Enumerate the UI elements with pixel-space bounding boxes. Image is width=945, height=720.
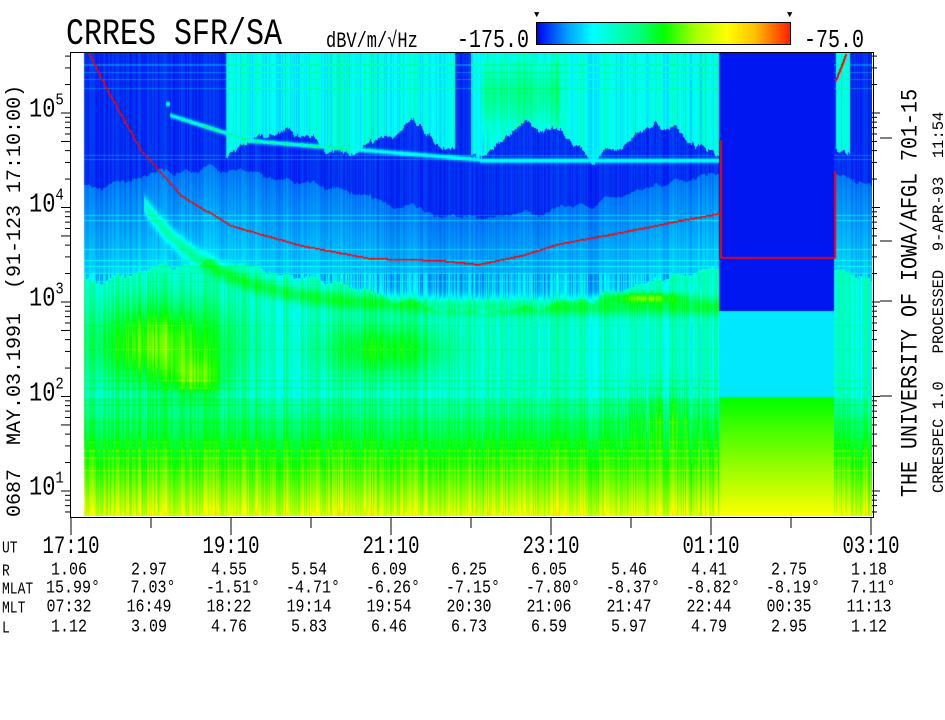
- ephemeris-row-label-ut: UT: [2, 538, 18, 558]
- ephemeris-mlt-value: 19:14: [286, 597, 332, 618]
- x-tick-label: 03:10: [842, 532, 900, 561]
- ephemeris-l-value: 5.83: [290, 617, 328, 638]
- ephemeris-r-value: 6.05: [530, 560, 568, 581]
- ephemeris-l-value: 3.09: [130, 617, 168, 638]
- ephemeris-mlat-value: 7.11°: [850, 578, 896, 599]
- ephemeris-mlt-value: 07:32: [46, 597, 92, 618]
- plot-frame: [70, 52, 874, 518]
- ephemeris-mlt-value: 19:54: [366, 597, 412, 618]
- colorbar-units: dBV/m/√Hz: [326, 30, 418, 55]
- ephemeris-mlat-value: -1.51°: [205, 578, 261, 599]
- ephemeris-l-value: 6.59: [530, 617, 568, 638]
- ephemeris-mlt-value: 16:49: [126, 597, 172, 618]
- ephemeris-r-value: 5.54: [290, 560, 328, 581]
- orbit-date-label: 0687 MAY.03.1991 (91-123 17:10:00): [4, 84, 27, 517]
- ephemeris-r-value: 1.06: [50, 560, 88, 581]
- spectrogram: [71, 53, 872, 516]
- ephemeris-mlt-value: 20:30: [446, 597, 492, 618]
- y-tick-label: 103: [29, 280, 64, 314]
- y-tick-exponent: 5: [55, 91, 64, 111]
- ephemeris-r-value: 6.09: [370, 560, 408, 581]
- plot-title: CRRES SFR/SA: [66, 14, 283, 57]
- processing-label: CRRESPEC 1.0 PROCESSED 9-APR-93 11:54: [930, 111, 945, 493]
- y-tick-label: 104: [29, 186, 64, 220]
- ephemeris-l-value: 5.97: [610, 617, 648, 638]
- ephemeris-l-value: 1.12: [850, 617, 888, 638]
- colorbar-max-marker: ▼: [787, 10, 793, 20]
- ephemeris-mlt-value: 00:35: [766, 597, 812, 618]
- y-tick-exponent: 4: [55, 185, 64, 205]
- ephemeris-row-label-mlat: MLAT: [2, 579, 34, 599]
- institution-label: THE UNIVERSITY OF IOWA/AFGL 701-15: [898, 88, 925, 497]
- x-tick-label: 21:10: [362, 532, 420, 561]
- y-tick-exponent: 1: [55, 469, 64, 489]
- ephemeris-mlat-value: -8.82°: [685, 578, 741, 599]
- x-tick-label: 23:10: [522, 532, 580, 561]
- ephemeris-mlt-value: 11:13: [846, 597, 892, 618]
- ephemeris-l-value: 6.73: [450, 617, 488, 638]
- ephemeris-r-value: 1.18: [850, 560, 888, 581]
- y-tick-base: 10: [29, 94, 56, 125]
- ephemeris-row-label-l: L: [2, 618, 10, 638]
- colorbar-max-label: -75.0: [804, 26, 865, 56]
- x-tick-label: 01:10: [682, 532, 740, 561]
- ephemeris-l-value: 1.12: [50, 617, 88, 638]
- ephemeris-r-value: 4.41: [690, 560, 728, 581]
- ephemeris-l-value: 6.46: [370, 617, 408, 638]
- ephemeris-r-value: 2.75: [770, 560, 808, 581]
- ephemeris-mlt-value: 21:47: [606, 597, 652, 618]
- ephemeris-mlat-value: -7.15°: [445, 578, 501, 599]
- ephemeris-row-label-r: R: [2, 561, 10, 581]
- y-tick-base: 10: [29, 378, 56, 409]
- y-tick-exponent: 2: [55, 374, 64, 394]
- x-tick-label: 17:10: [42, 532, 100, 561]
- ephemeris-r-value: 2.97: [130, 560, 168, 581]
- ephemeris-r-value: 5.46: [610, 560, 648, 581]
- ephemeris-mlat-value: 15.99°: [45, 578, 101, 599]
- colorbar: [536, 22, 791, 45]
- ephemeris-mlat-value: -8.37°: [605, 578, 661, 599]
- ephemeris-mlt-value: 21:06: [526, 597, 572, 618]
- ephemeris-l-value: 2.95: [770, 617, 808, 638]
- y-tick-base: 10: [29, 283, 56, 314]
- colorbar-min-marker: ▼: [534, 10, 540, 20]
- y-tick-label: 105: [29, 91, 64, 125]
- x-tick-label: 19:10: [202, 532, 260, 561]
- y-tick-exponent: 3: [55, 280, 64, 300]
- ephemeris-l-value: 4.76: [210, 617, 248, 638]
- ephemeris-r-value: 4.55: [210, 560, 248, 581]
- ephemeris-mlt-value: 18:22: [206, 597, 252, 618]
- y-tick-base: 10: [29, 189, 56, 220]
- ephemeris-mlat-value: 7.03°: [130, 578, 176, 599]
- colorbar-min-label: -175.0: [457, 26, 530, 56]
- ephemeris-mlat-value: -4.71°: [285, 578, 341, 599]
- ephemeris-mlat-value: -7.80°: [525, 578, 581, 599]
- ephemeris-r-value: 6.25: [450, 560, 488, 581]
- y-tick-label: 101: [29, 469, 64, 503]
- y-tick-base: 10: [29, 472, 56, 503]
- ephemeris-l-value: 4.79: [690, 617, 728, 638]
- ephemeris-row-label-mlt: MLT: [2, 598, 26, 618]
- y-tick-label: 102: [29, 375, 64, 409]
- ephemeris-mlat-value: -6.26°: [365, 578, 421, 599]
- ephemeris-mlt-value: 22:44: [686, 597, 732, 618]
- ephemeris-mlat-value: -8.19°: [765, 578, 821, 599]
